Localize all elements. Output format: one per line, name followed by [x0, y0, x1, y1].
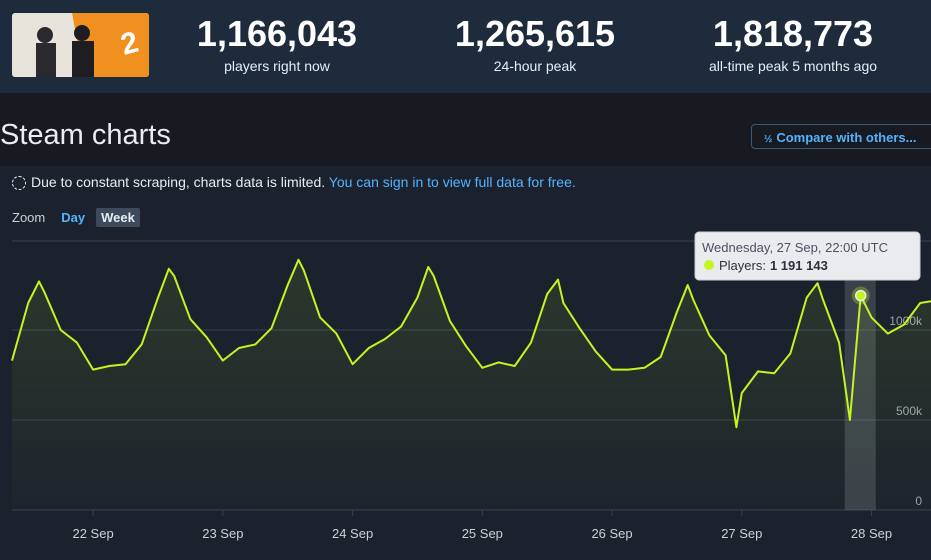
zoom-day[interactable]: Day: [61, 210, 86, 225]
notice-text: Due to constant scraping, charts data is…: [31, 174, 326, 190]
sign-in-link[interactable]: You can sign in to view full data for fr…: [328, 174, 576, 190]
game-logo: 2: [12, 13, 149, 77]
stat-label: 24-hour peak: [493, 58, 577, 74]
header-bar: 2 1,166,043 players right now 1,265,615 …: [0, 0, 931, 93]
notice: Due to constant scraping, charts data is…: [12, 174, 576, 190]
stat: 1,818,773 all-time peak 5 months ago: [678, 13, 908, 75]
hover-point: [854, 289, 867, 302]
area-fill: [12, 259, 931, 510]
tooltip: Wednesday, 27 Sep, 22:00 UTC Players: 1 19…: [694, 231, 921, 281]
stat: 1,265,615 24-hour peak: [420, 13, 650, 75]
tooltip-heading: Wednesday, 27 Sep, 22:00 UTC: [702, 240, 888, 255]
stat-label: players right now: [224, 58, 330, 74]
zoom-controls: Zoom Day Week: [12, 208, 140, 227]
stat-label: all-time peak 5 months ago: [708, 58, 878, 74]
compare-text: Compare with others...: [776, 130, 917, 145]
stat-value: 1,265,615: [454, 13, 616, 54]
zoom-label: Zoom: [12, 210, 46, 225]
stat-value: 1,166,043: [196, 13, 358, 54]
zoom-week[interactable]: Week: [96, 208, 140, 227]
logo-art: 2: [12, 13, 149, 77]
compare-button[interactable]: ½ Compare with others...: [751, 124, 931, 149]
tooltip-value: 1 191 143: [770, 258, 828, 273]
notice-icon: [12, 176, 26, 190]
x-tick-label: 26 Sep: [591, 526, 632, 541]
x-tick-label: 28 Sep: [851, 526, 892, 541]
stat-value: 1,818,773: [712, 13, 874, 54]
x-tick-label: 22 Sep: [72, 526, 113, 541]
tooltip-swatch: [704, 260, 714, 270]
tooltip-box: [694, 231, 921, 281]
tooltip-line: Players: 1 191 143: [719, 258, 828, 273]
tooltip-label: Players:: [719, 258, 766, 273]
section-title: Steam charts: [0, 119, 171, 151]
x-tick-label: 25 Sep: [462, 526, 503, 541]
x-tick-label: 24 Sep: [332, 526, 373, 541]
line: [11, 258, 931, 429]
stat: 1,166,043 players right now: [162, 13, 392, 75]
compare-icon: ½: [764, 134, 773, 145]
x-tick-label: 23 Sep: [202, 526, 243, 541]
x-tick-label: 27 Sep: [721, 526, 762, 541]
